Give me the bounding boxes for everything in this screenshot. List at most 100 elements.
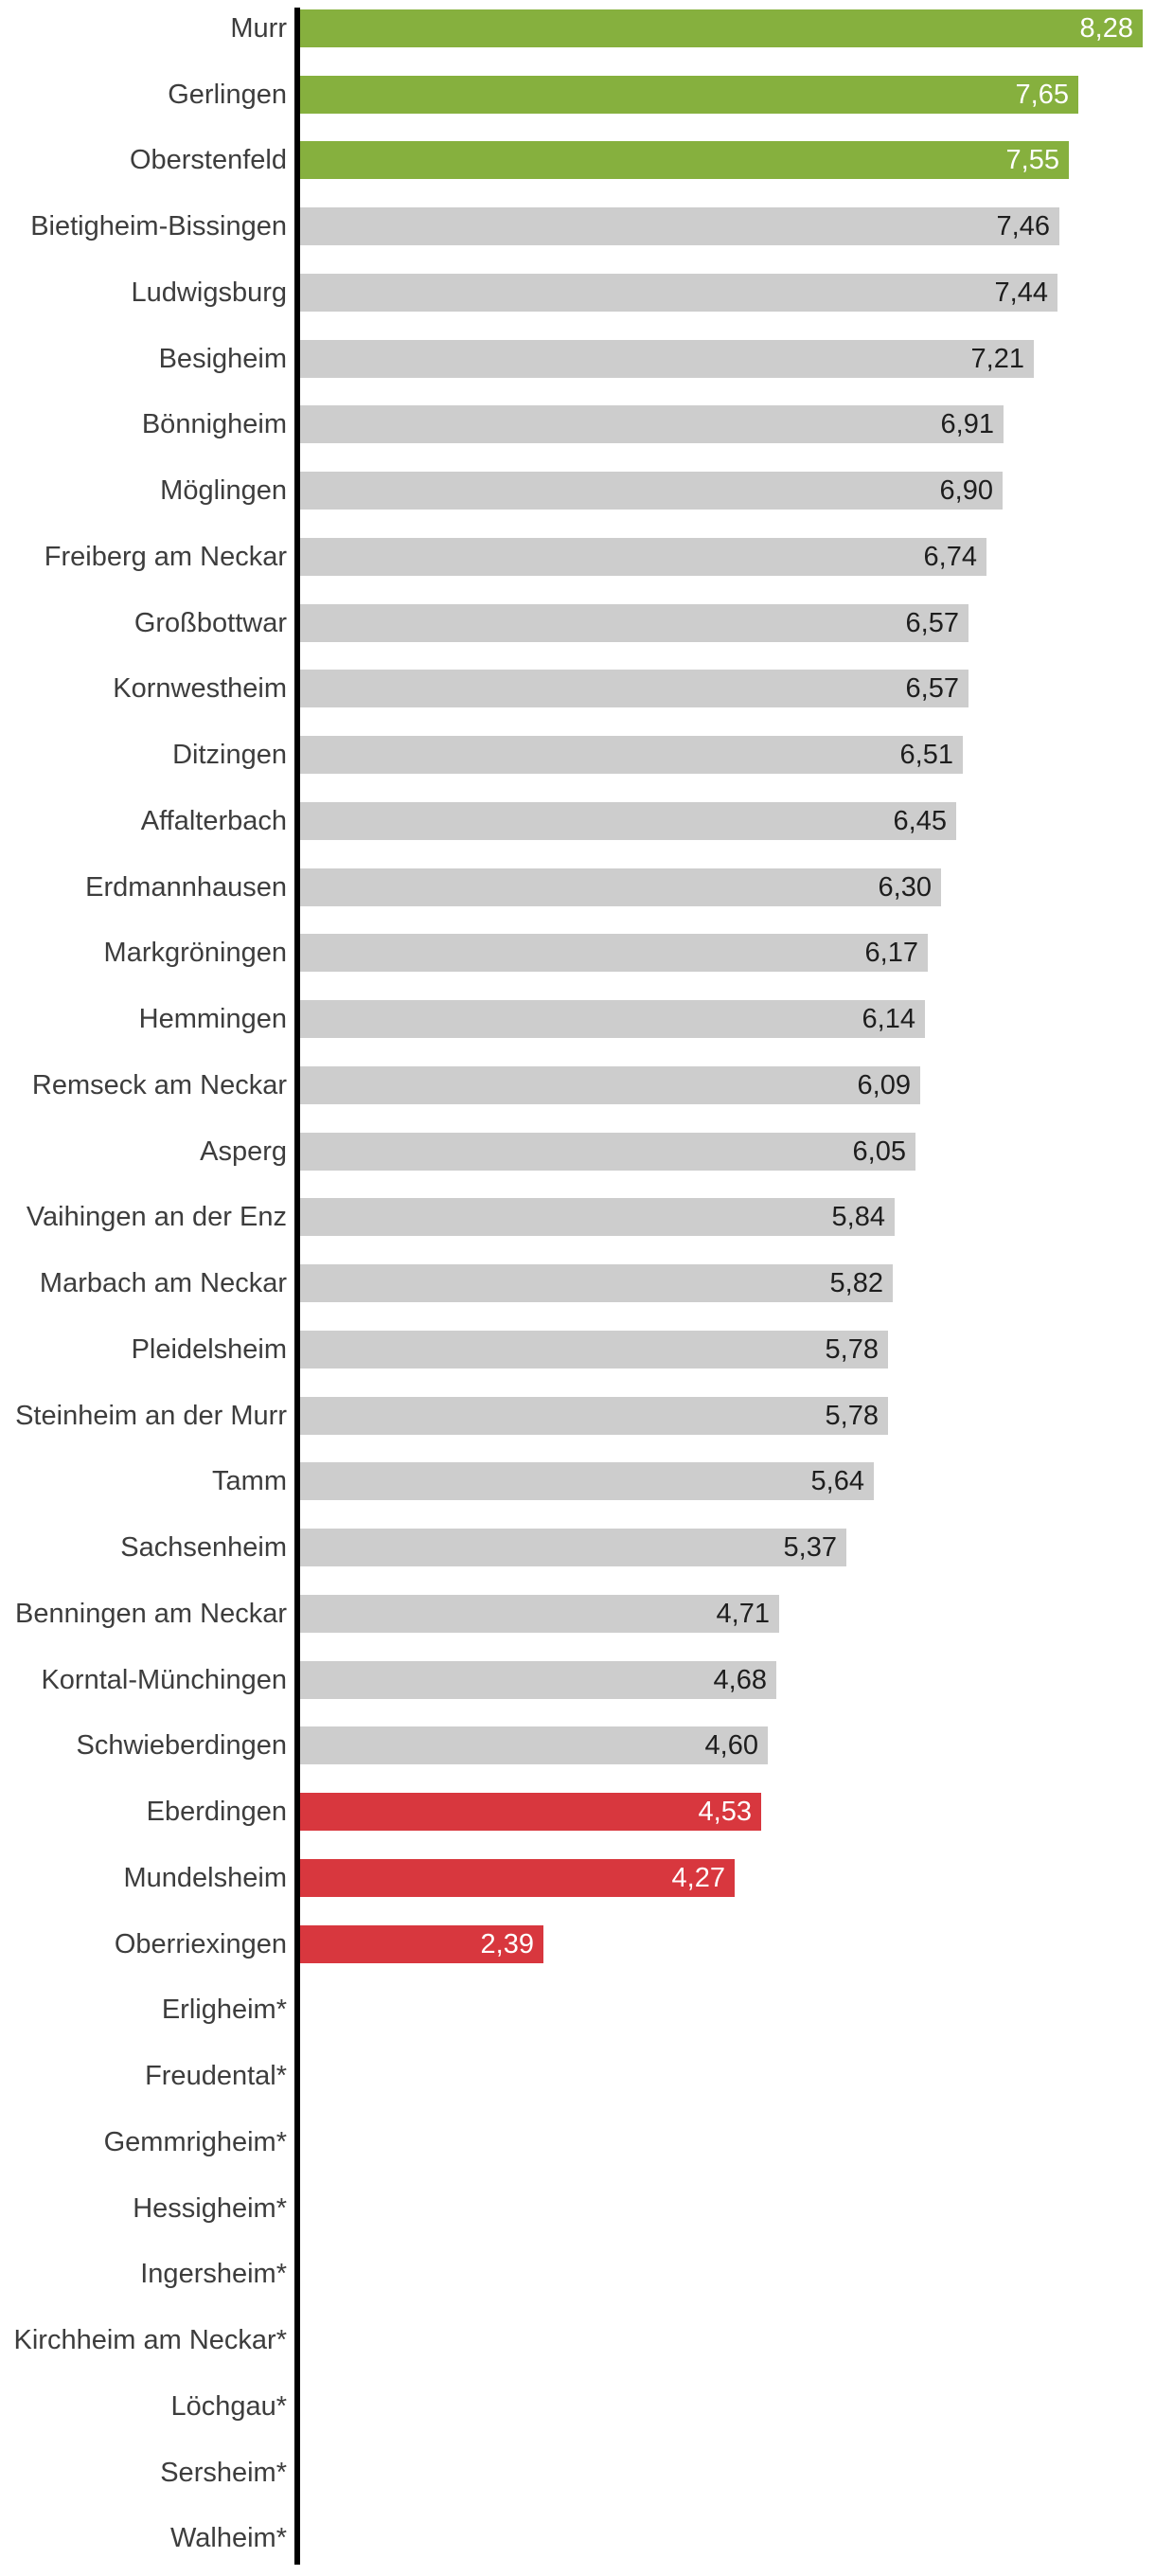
chart-row: Vaihingen an der Enz 5,84 [0,1189,1155,1255]
bar: 5,37 [300,1529,846,1567]
bar: 7,21 [300,339,1034,378]
value-label: 6,30 [878,871,932,903]
bar: 5,82 [300,1264,893,1303]
value-label: 7,44 [994,277,1048,308]
category-label: Vaihingen an der Enz [26,1202,287,1233]
chart-row: Murr 8,28 [0,0,1155,66]
value-label: 5,84 [831,1202,885,1233]
category-label: Freiberg am Neckar [44,541,287,572]
chart-row: Gemmrigheim* [0,2114,1155,2180]
bar: 4,68 [300,1660,776,1699]
value-label: 6,91 [940,409,994,440]
chart-row: Großbottwar 6,57 [0,595,1155,661]
chart-row: Möglingen 6,90 [0,462,1155,528]
bar: 6,90 [300,472,1003,510]
chart-row: Steinheim an der Murr 5,78 [0,1387,1155,1454]
value-label: 7,55 [1005,145,1059,176]
bar: 2,39 [300,1924,543,1963]
value-label: 7,21 [970,343,1024,374]
bar: 7,55 [300,141,1069,180]
chart-row: Kornwestheim 6,57 [0,660,1155,726]
category-label: Ditzingen [172,740,287,771]
category-label: Möglingen [160,475,287,507]
chart-row: Eberdingen 4,53 [0,1783,1155,1850]
value-label: 2,39 [480,1928,534,1959]
bar: 5,78 [300,1396,888,1435]
bar: 7,65 [300,75,1078,114]
category-label: Freudental* [145,2061,287,2092]
value-label: 4,53 [698,1797,752,1828]
category-label: Oberriexingen [114,1928,287,1959]
category-label: Kornwestheim [113,673,287,705]
value-label: 4,68 [713,1664,767,1695]
bar: 8,28 [300,9,1143,47]
chart-row: Oberriexingen 2,39 [0,1916,1155,1982]
category-label: Remseck am Neckar [31,1069,287,1100]
bar: 6,45 [300,801,956,840]
value-label: 6,57 [905,673,959,705]
axis-baseline [294,8,300,2565]
category-label: Ludwigsburg [131,277,287,308]
chart-row: Korntal-Münchingen 4,68 [0,1652,1155,1718]
chart-row: Hemmingen 6,14 [0,991,1155,1057]
value-label: 6,09 [857,1069,911,1100]
bar: 6,17 [300,934,928,973]
value-label: 6,14 [862,1004,915,1035]
chart-row: Ditzingen 6,51 [0,726,1155,793]
category-label: Kirchheim am Neckar* [13,2325,287,2356]
chart-row: Ludwigsburg 7,44 [0,264,1155,331]
chart-row: Besigheim 7,21 [0,331,1155,397]
value-label: 5,78 [825,1333,879,1365]
bar: 6,91 [300,405,1004,444]
category-label: Ingersheim* [140,2259,287,2290]
value-label: 6,17 [864,938,918,969]
category-label: Gemmrigheim* [103,2126,287,2157]
chart-row: Marbach am Neckar 5,82 [0,1255,1155,1321]
chart-row: Walheim* [0,2510,1155,2576]
chart-row: Bönnigheim 6,91 [0,396,1155,462]
chart-row: Tamm 5,64 [0,1453,1155,1519]
category-label: Benningen am Neckar [15,1598,287,1629]
bar: 7,44 [300,273,1057,312]
category-label: Korntal-Münchingen [41,1664,287,1695]
value-label: 6,74 [923,541,977,572]
category-label: Hessigheim* [133,2192,287,2224]
value-label: 7,46 [996,211,1050,242]
category-label: Erligheim* [161,1995,287,2026]
bar: 5,78 [300,1330,888,1368]
bar: 6,51 [300,736,963,775]
chart-row: Gerlingen 7,65 [0,66,1155,133]
chart-row: Ingersheim* [0,2245,1155,2312]
bar: 6,57 [300,603,968,642]
category-label: Großbottwar [133,607,287,638]
chart-row: Sachsenheim 5,37 [0,1519,1155,1585]
category-label: Gerlingen [168,79,287,110]
category-label: Erdmannhausen [85,871,287,903]
category-label: Pleidelsheim [131,1333,287,1365]
category-label: Besigheim [158,343,287,374]
chart-row: Mundelsheim 4,27 [0,1850,1155,1916]
bar: 6,57 [300,670,968,708]
bar: 4,60 [300,1726,768,1765]
chart-row: Bietigheim-Bissingen 7,46 [0,198,1155,264]
bar: 6,14 [300,1000,925,1039]
bar: 4,71 [300,1594,779,1633]
bar: 7,46 [300,207,1059,246]
bar: 6,74 [300,537,986,576]
value-label: 5,37 [783,1532,837,1564]
category-label: Löchgau* [170,2390,287,2422]
chart-row: Kirchheim am Neckar* [0,2312,1155,2378]
value-label: 6,05 [852,1136,906,1167]
category-label: Hemmingen [138,1004,287,1035]
category-label: Bietigheim-Bissingen [30,211,287,242]
chart-row: Freudental* [0,2048,1155,2114]
category-label: Walheim* [169,2523,287,2554]
value-label: 6,45 [893,805,947,836]
bar: 5,64 [300,1462,874,1501]
category-label: Oberstenfeld [129,145,287,176]
chart-row: Löchgau* [0,2378,1155,2444]
chart-row: Benningen am Neckar 4,71 [0,1585,1155,1652]
chart-row: Pleidelsheim 5,78 [0,1321,1155,1387]
value-label: 8,28 [1079,13,1133,44]
